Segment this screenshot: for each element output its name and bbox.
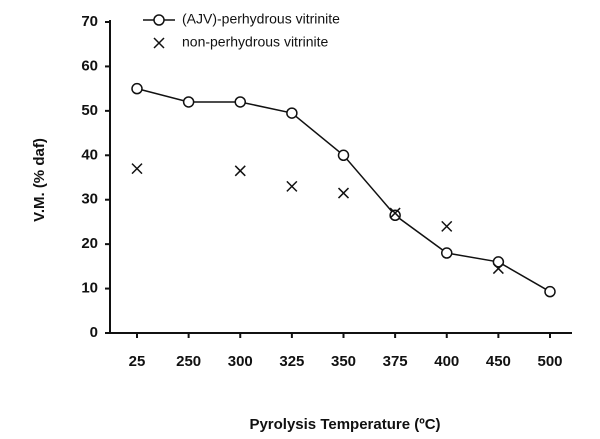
x-tick-label: 400 — [434, 353, 459, 370]
x-tick-label: 350 — [331, 353, 356, 370]
legend-marker — [153, 37, 165, 49]
point — [544, 285, 556, 298]
point — [337, 149, 350, 162]
y-axis-label: V.M. (% daf) — [31, 138, 48, 222]
x-tick-label: 375 — [383, 353, 408, 370]
legend-label: non-perhydrous vitrinite — [182, 34, 329, 50]
point — [286, 107, 298, 119]
y-tick-label: 10 — [81, 280, 98, 297]
x-axis-label: Pyrolysis Temperature (ºC) — [249, 416, 440, 433]
x-tick-label: 500 — [537, 353, 562, 370]
series-line — [136, 87, 551, 293]
y-tick-label: 30 — [81, 191, 98, 208]
y-tick-label: 40 — [81, 146, 98, 163]
x-tick-label: 450 — [486, 353, 511, 370]
point — [131, 163, 143, 175]
x-tick-label: 25 — [129, 353, 146, 370]
point — [234, 96, 246, 108]
point — [441, 247, 453, 259]
point — [131, 82, 143, 95]
point — [492, 263, 504, 275]
y-tick-label: 60 — [81, 57, 98, 74]
legend-label: (AJV)-perhydrous vitrinite — [182, 11, 340, 27]
y-tick-label: 20 — [81, 235, 98, 252]
y-tick-label: 0 — [90, 324, 98, 341]
point — [389, 209, 401, 222]
point — [234, 165, 246, 177]
point — [286, 180, 298, 192]
x-tick-label: 250 — [176, 353, 201, 370]
point — [389, 207, 401, 219]
point — [492, 256, 505, 268]
point — [182, 96, 195, 108]
x-tick-label: 325 — [279, 353, 304, 370]
legend-marker — [153, 14, 165, 26]
point — [441, 220, 453, 232]
y-tick-label: 70 — [81, 13, 98, 30]
y-tick-label: 50 — [81, 102, 98, 119]
point — [337, 187, 350, 199]
x-tick-label: 300 — [228, 353, 253, 370]
